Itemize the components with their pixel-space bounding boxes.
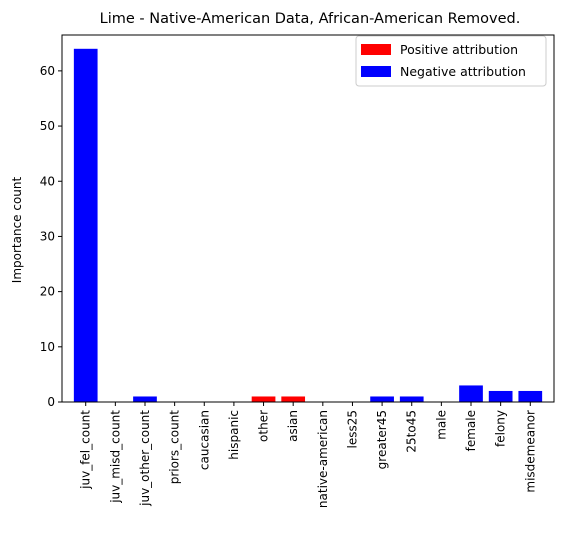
bar-felony bbox=[488, 390, 513, 402]
x-tick-label: felony bbox=[494, 410, 508, 447]
x-tick-label: caucasian bbox=[197, 410, 211, 470]
y-tick-label: 60 bbox=[40, 64, 55, 78]
legend-box bbox=[355, 35, 547, 87]
y-tick-label: 30 bbox=[40, 229, 55, 243]
y-tick-label: 20 bbox=[40, 285, 55, 299]
x-ticks-group: juv_fel_count juv_misd_count juv_other_cou… bbox=[79, 402, 537, 508]
x-tick-label: asian bbox=[286, 410, 300, 442]
x-tick-label: misdemeanor bbox=[523, 410, 537, 493]
y-tick-label: 40 bbox=[40, 174, 55, 188]
y-tick-label: 0 bbox=[47, 395, 55, 409]
legend-label-positive: Positive attribution bbox=[400, 42, 518, 57]
x-tick-label: hispanic bbox=[227, 410, 241, 460]
x-tick-label: juv_misd_count bbox=[108, 410, 122, 504]
plot-frame bbox=[61, 34, 555, 403]
x-tick-label: greater45 bbox=[375, 410, 389, 469]
bar-other bbox=[251, 396, 276, 402]
legend-label-negative: Negative attribution bbox=[400, 64, 526, 79]
legend-swatch-positive bbox=[361, 44, 391, 55]
y-ticks-group: 0 10 20 30 40 50 60 bbox=[40, 64, 62, 409]
bars-group bbox=[73, 48, 543, 403]
x-tick-label: other bbox=[257, 410, 271, 442]
bar-juv_other_count bbox=[133, 396, 157, 402]
y-axis-label: Importance count bbox=[10, 176, 24, 283]
x-tick-label: priors_count bbox=[168, 410, 182, 485]
x-tick-label: 25to45 bbox=[405, 410, 419, 453]
x-tick-label: juv_fel_count bbox=[79, 410, 93, 490]
y-tick-label: 10 bbox=[40, 340, 55, 354]
x-tick-label: female bbox=[464, 410, 478, 451]
bar-juv_fel_count bbox=[73, 48, 98, 403]
x-tick-label: native-american bbox=[316, 410, 330, 508]
bar-25to45 bbox=[399, 396, 424, 402]
bar-greater45 bbox=[370, 396, 394, 402]
x-tick-label: male bbox=[434, 410, 448, 440]
legend: Positive attribution Negative attributio… bbox=[355, 35, 547, 87]
legend-swatch-negative bbox=[361, 66, 391, 77]
bar-female bbox=[459, 385, 483, 402]
y-tick-label: 50 bbox=[40, 119, 55, 133]
bar-misdemeanor bbox=[518, 390, 543, 402]
x-tick-label: juv_other_count bbox=[138, 410, 152, 507]
bar-asian bbox=[281, 396, 306, 402]
x-tick-label: less25 bbox=[345, 410, 359, 449]
chart-title: Lime - Native-American Data, African-Ame… bbox=[100, 11, 521, 27]
